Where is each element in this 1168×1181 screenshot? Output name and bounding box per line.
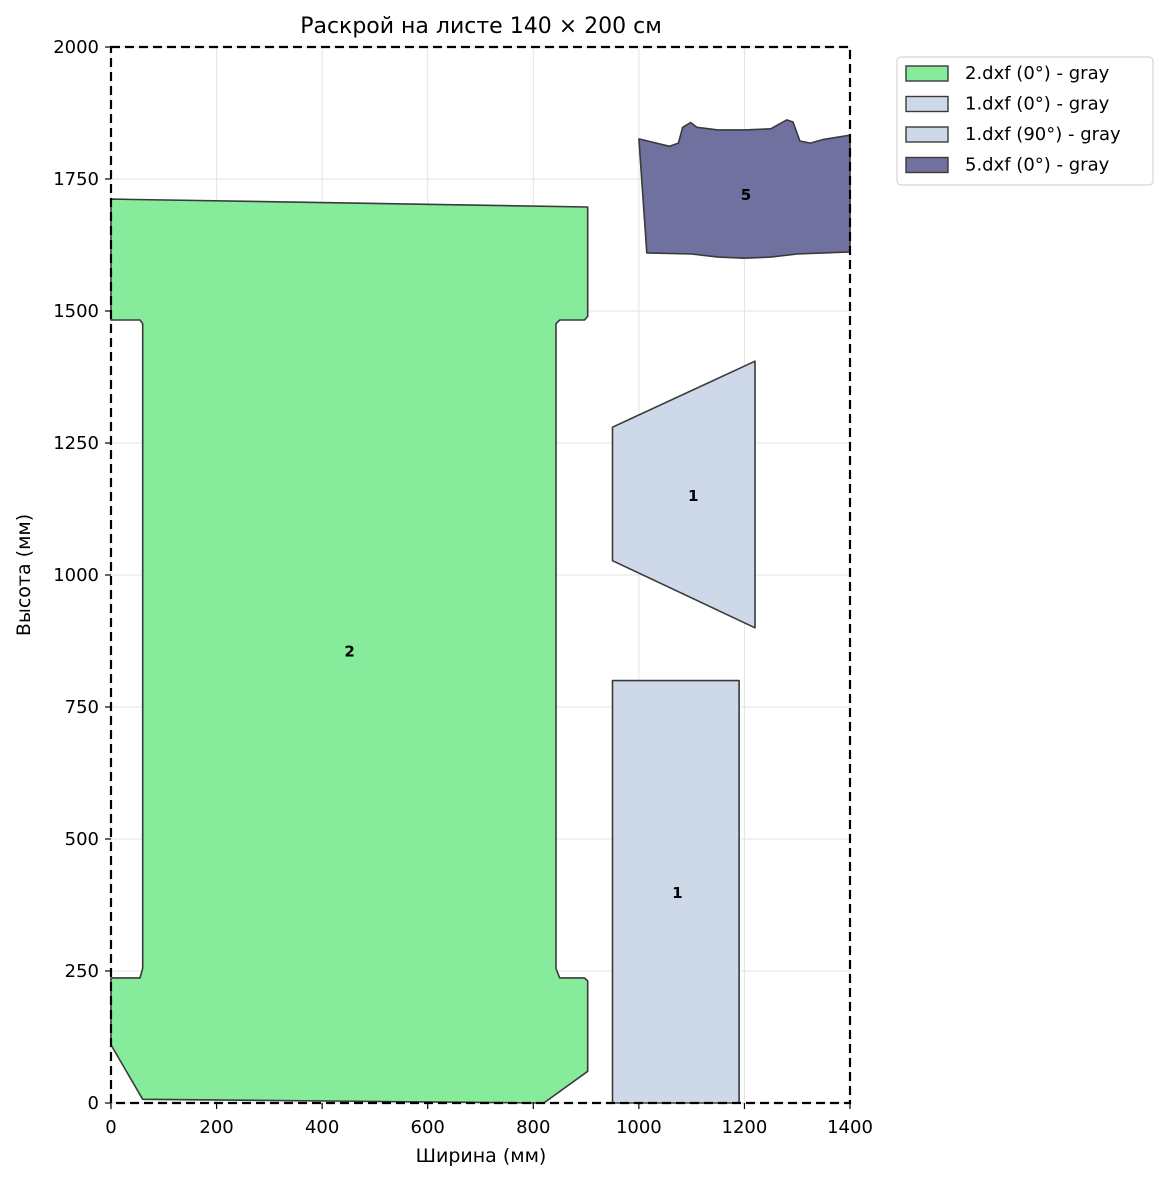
pieces-layer: 2 1 1 5: [110, 119, 851, 1104]
piece-1-label: 1: [688, 487, 698, 505]
y-tick-label: 0: [88, 1093, 99, 1114]
x-tick-label: 1200: [722, 1117, 768, 1138]
y-tick-label: 2000: [53, 37, 99, 58]
y-tick-label: 500: [65, 829, 99, 850]
sheet-border: [109, 45, 852, 1105]
legend-swatch: [905, 126, 949, 143]
y-tick-label: 750: [65, 697, 99, 718]
x-tick-label: 200: [199, 1117, 233, 1138]
y-tick-label: 1250: [53, 433, 99, 454]
legend-swatch: [905, 65, 949, 82]
axis-ticks: 0 200 400 600 800 1000 1200 1400 0 250 500 750 1000 1…: [53, 37, 873, 1138]
y-axis-label: Высота (мм): [13, 514, 35, 636]
piece-2-label: 2: [344, 643, 354, 661]
x-tick-label: 1400: [827, 1117, 873, 1138]
legend-entry-label: 1.dxf (0°) - gray: [965, 94, 1110, 115]
y-tick-label: 1000: [53, 565, 99, 586]
piece-5-label: 5: [741, 186, 751, 204]
legend: 2.dxf (0°) - gray 1.dxf (0°) - gray 1.dxf …: [896, 56, 1154, 186]
chart-title: Раскрой на листе 140 × 200 см: [300, 14, 662, 39]
legend-entry-label: 2.dxf (0°) - gray: [965, 63, 1110, 84]
y-tick-label: 250: [65, 961, 99, 982]
x-axis-label: Ширина (мм): [416, 1145, 547, 1167]
piece-1-shape: [611, 360, 756, 629]
piece-5-shape: [638, 119, 851, 260]
x-tick-label: 1000: [616, 1117, 662, 1138]
sheet-border-rect: [109, 45, 852, 1105]
legend-box: [896, 56, 1154, 186]
legend-entry-label: 1.dxf (90°) - gray: [965, 124, 1121, 145]
piece-2-shape: [110, 198, 589, 1104]
legend-swatch: [905, 156, 949, 174]
y-tick-label: 1750: [53, 169, 99, 190]
x-tick-label: 400: [305, 1117, 339, 1138]
x-tick-label: 600: [411, 1117, 445, 1138]
y-tick-label: 1500: [53, 301, 99, 322]
x-tick-label: 800: [516, 1117, 550, 1138]
legend-entry-label: 5.dxf (0°) - gray: [965, 155, 1110, 176]
x-tick-label: 0: [105, 1117, 116, 1138]
piece-1-label: 1: [672, 884, 682, 902]
legend-swatch: [905, 95, 949, 113]
